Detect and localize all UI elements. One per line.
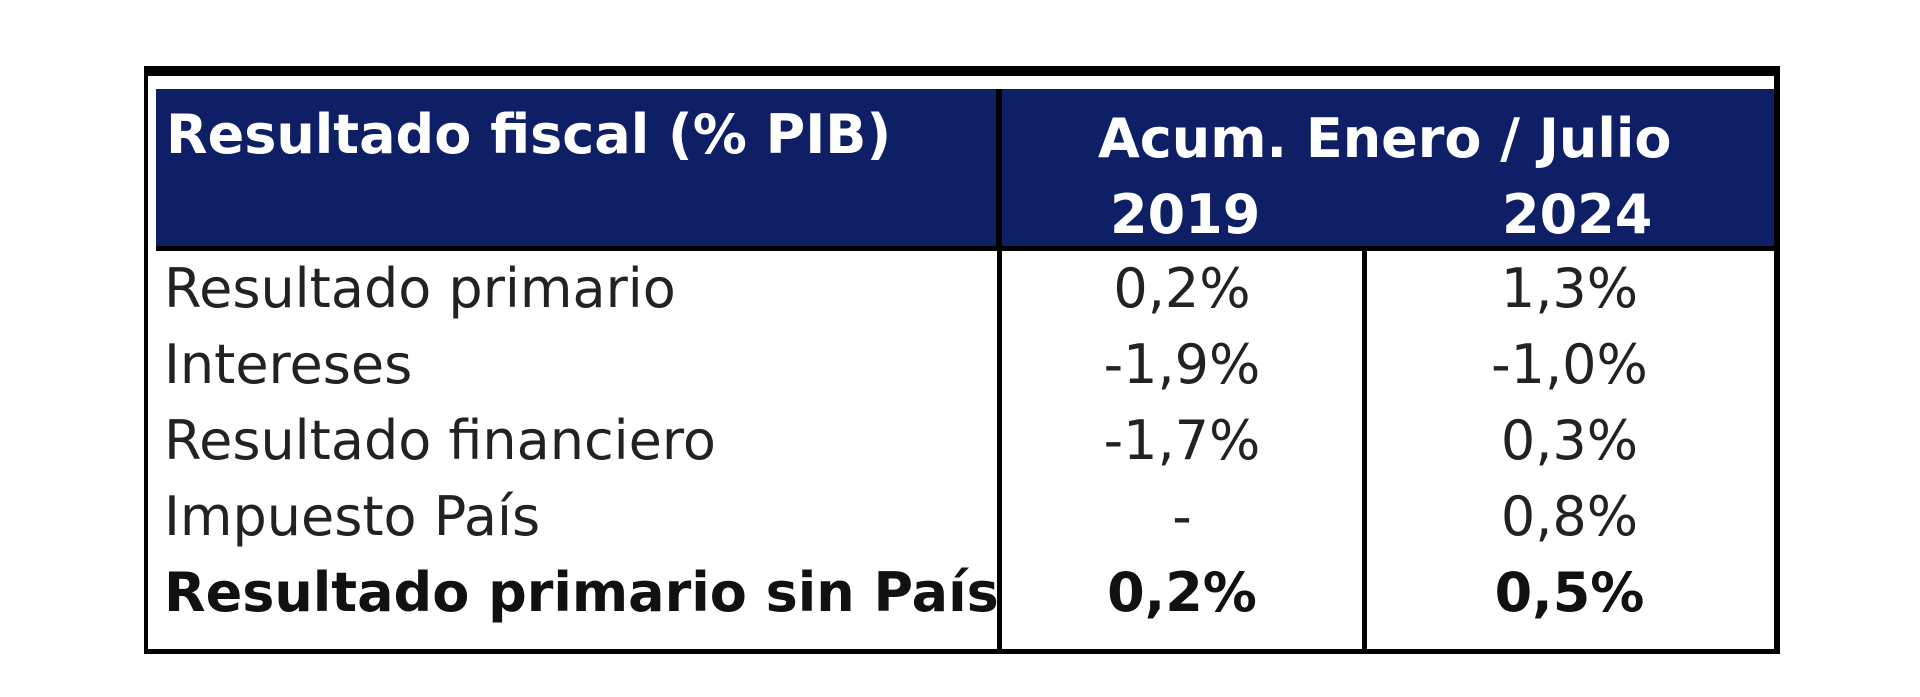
row-label: Intereses (164, 333, 413, 396)
cell-2024: 0,8% (1500, 485, 1639, 548)
table-row: Resultado financiero -1,7% 0,3% (148, 403, 1774, 479)
fiscal-result-table: Resultado fiscal (% PIB) Acum. Enero / J… (144, 66, 1780, 654)
row-label: Resultado financiero (164, 409, 716, 472)
row-label: Resultado primario sin País (164, 561, 999, 624)
table-row-total: Resultado primario sin País 0,2% 0,5% (148, 555, 1774, 631)
cell-2024: -1,0% (1491, 333, 1648, 396)
row-label: Impuesto País (164, 485, 541, 548)
column-header-2024: 2024 (1502, 183, 1653, 246)
column-header-2019: 2019 (1110, 183, 1261, 246)
cell-2019: 0,2% (1107, 561, 1257, 624)
header-bottom-border (156, 246, 1774, 251)
table-header (156, 89, 1774, 249)
column-divider (1362, 251, 1367, 649)
row-label: Resultado primario (164, 257, 676, 320)
period-header: Acum. Enero / Julio (1098, 107, 1672, 170)
cell-2019: -1,7% (1103, 409, 1261, 472)
cell-2024: 1,3% (1500, 257, 1639, 320)
column-divider (997, 251, 1002, 649)
cell-2019: 0,2% (1113, 257, 1251, 320)
table-row: Resultado primario 0,2% 1,3% (148, 251, 1774, 327)
cell-2024: 0,5% (1494, 561, 1645, 624)
cell-2019: -1,9% (1103, 333, 1261, 396)
table-title: Resultado fiscal (% PIB) (166, 103, 892, 166)
cell-2024: 0,3% (1500, 409, 1639, 472)
cell-2019: - (1172, 485, 1192, 548)
header-divider (996, 89, 1002, 249)
table-row: Intereses -1,9% -1,0% (148, 327, 1774, 403)
table-row: Impuesto País - 0,8% (148, 479, 1774, 555)
